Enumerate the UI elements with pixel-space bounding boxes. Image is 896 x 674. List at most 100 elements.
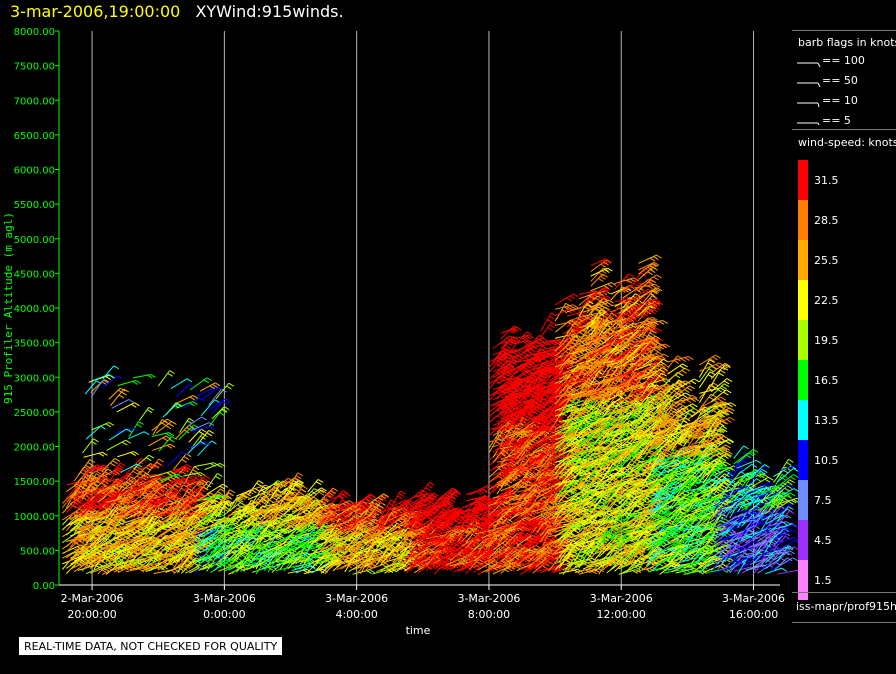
colorbar-swatch bbox=[798, 400, 808, 440]
y-tick-label: 5500.00 bbox=[14, 200, 55, 211]
colorbar-swatch bbox=[798, 320, 808, 360]
y-tick-label: 4000.00 bbox=[14, 304, 55, 315]
colorbar-swatch bbox=[798, 280, 808, 320]
barb-legend-title: barb flags in knots bbox=[798, 36, 896, 49]
legend-panel: barb flags in knots == 100 == 50 == 10 == 5… bbox=[792, 30, 896, 622]
wind-barb bbox=[618, 569, 642, 575]
wind-barb bbox=[190, 377, 213, 391]
wind-barb bbox=[157, 370, 175, 387]
colorbar-swatch bbox=[798, 440, 808, 480]
x-tick-label-date: 2-Mar-2006 bbox=[61, 592, 124, 605]
barb-legend-label: == 5 bbox=[822, 114, 851, 127]
chart-title: XYWind:915winds. bbox=[195, 2, 344, 21]
wind-barb bbox=[101, 457, 121, 472]
legend-divider bbox=[792, 30, 896, 31]
colorbar-swatch bbox=[798, 560, 808, 600]
chart-header: 3-mar-2006,19:00:00 XYWind:915winds. bbox=[10, 2, 344, 21]
y-tick-label: 7000.00 bbox=[14, 96, 55, 107]
colorbar-swatch bbox=[798, 480, 808, 520]
x-tick-label-time: 16:00:00 bbox=[729, 608, 778, 621]
x-tick-label-time: 8:00:00 bbox=[468, 608, 510, 621]
x-tick-label-date: 3-Mar-2006 bbox=[457, 592, 520, 605]
speed-legend-title: wind-speed: knots bbox=[798, 136, 896, 149]
barb-legend-row: == 50 bbox=[796, 74, 858, 88]
wind-barb bbox=[194, 462, 220, 468]
wind-barb bbox=[638, 254, 662, 264]
wind-barb bbox=[133, 373, 156, 379]
wind-barb bbox=[176, 384, 194, 398]
y-tick-label: 2000.00 bbox=[14, 443, 55, 454]
wind-barb bbox=[167, 451, 188, 467]
legend-divider bbox=[792, 129, 896, 130]
wind-barb bbox=[117, 451, 139, 458]
legend-divider bbox=[792, 592, 896, 593]
wind-barb bbox=[465, 489, 488, 496]
wind-barb bbox=[733, 445, 749, 459]
wind-barb-layer bbox=[61, 254, 804, 575]
colorbar-swatch bbox=[798, 520, 808, 560]
wind-barb bbox=[667, 355, 683, 369]
y-tick-label: 8000.00 bbox=[14, 27, 55, 38]
colorbar-label: 22.5 bbox=[814, 294, 839, 307]
y-tick-label: 3500.00 bbox=[14, 339, 55, 350]
wind-barb bbox=[138, 406, 155, 421]
x-tick-label-time: 0:00:00 bbox=[203, 608, 245, 621]
barb-legend-label: == 10 bbox=[822, 94, 858, 107]
colorbar-label: 1.5 bbox=[814, 574, 832, 587]
barb-legend-row: == 5 bbox=[796, 114, 851, 128]
y-tick-label: 1000.00 bbox=[14, 512, 55, 523]
colorbar-label: 13.5 bbox=[814, 414, 839, 427]
y-tick-label: 5000.00 bbox=[14, 235, 55, 246]
y-tick-label: 6500.00 bbox=[14, 131, 55, 142]
wind-barb bbox=[151, 432, 175, 437]
colorbar-swatch bbox=[798, 200, 808, 240]
colorbar-label: 10.5 bbox=[814, 454, 839, 467]
y-axis-title: 915 Profiler Altitude (m agl) bbox=[2, 212, 15, 404]
x-tick-label-time: 4:00:00 bbox=[335, 608, 377, 621]
barb-flag-icon bbox=[797, 62, 821, 68]
x-axis-title: time bbox=[406, 624, 431, 637]
y-tick-label: 0.00 bbox=[33, 581, 55, 592]
colorbar-swatch bbox=[798, 160, 808, 200]
barb-legend-label: == 100 bbox=[822, 54, 865, 67]
x-tick-label-time: 20:00:00 bbox=[67, 608, 116, 621]
wind-barb bbox=[162, 403, 183, 418]
colorbar-label: 4.5 bbox=[814, 534, 832, 547]
wind-barb bbox=[148, 435, 172, 447]
wind-barb bbox=[554, 293, 579, 306]
wind-barb bbox=[84, 380, 102, 395]
y-tick-label: 3000.00 bbox=[14, 373, 55, 384]
axes: 0.00 500.00 1000.00 1500.00 2000.00 2500.00 30… bbox=[2, 27, 785, 637]
wind-barb bbox=[83, 451, 108, 458]
x-tick-label-date: 3-Mar-2006 bbox=[722, 592, 785, 605]
data-source-label: iss-mapr/prof915h bbox=[796, 600, 896, 613]
legend-divider bbox=[792, 622, 896, 623]
colorbar-label: 31.5 bbox=[814, 174, 839, 187]
colorbar-label: 28.5 bbox=[814, 214, 839, 227]
y-tick-label: 500.00 bbox=[20, 546, 55, 557]
barb-legend-row: == 10 bbox=[796, 94, 858, 108]
wind-barb bbox=[82, 438, 99, 454]
barb-flag-icon bbox=[797, 122, 820, 126]
colorbar-label: 25.5 bbox=[814, 254, 839, 267]
barb-legend-label: == 50 bbox=[822, 74, 858, 87]
y-tick-label: 4500.00 bbox=[14, 269, 55, 280]
wind-barb bbox=[110, 388, 130, 407]
colorbar-label: 7.5 bbox=[814, 494, 832, 507]
colorbar-label: 19.5 bbox=[814, 334, 839, 347]
y-tick-label: 2500.00 bbox=[14, 408, 55, 419]
wind-barb bbox=[115, 427, 139, 434]
colorbar-label: 16.5 bbox=[814, 374, 839, 387]
x-tick-label-time: 12:00:00 bbox=[597, 608, 646, 621]
wind-barb bbox=[352, 569, 375, 575]
x-tick-label-date: 3-Mar-2006 bbox=[590, 592, 653, 605]
wind-barb bbox=[90, 379, 110, 393]
wind-barb bbox=[91, 421, 115, 431]
y-tick-label: 7500.00 bbox=[14, 62, 55, 73]
wind-barb bbox=[155, 421, 177, 434]
wind-barb bbox=[610, 286, 628, 301]
colorbar-swatch bbox=[798, 240, 808, 280]
wind-barb bbox=[667, 367, 690, 382]
barb-flag-icon bbox=[797, 102, 820, 108]
x-tick-label-date: 3-Mar-2006 bbox=[325, 592, 388, 605]
